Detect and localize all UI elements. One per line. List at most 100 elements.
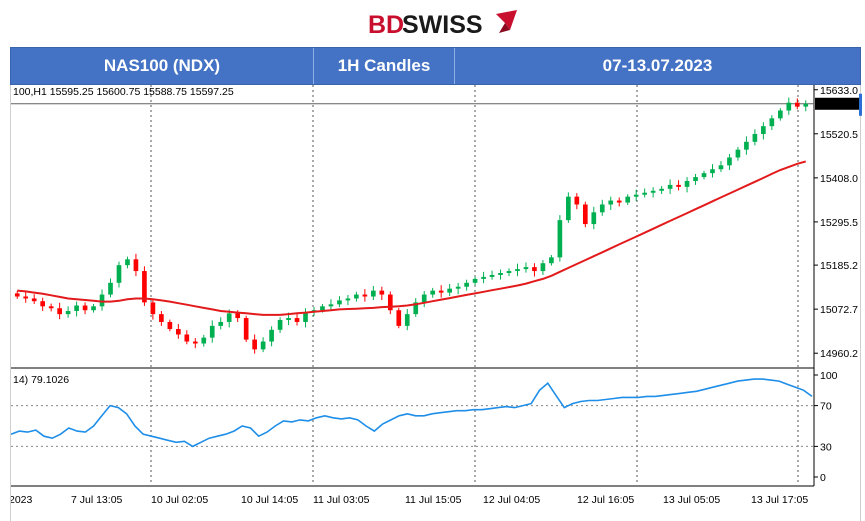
osc-tick-label: 100 <box>820 370 838 382</box>
price-tick-label: 15295.5 <box>820 217 858 229</box>
price-tick-label: 14960.2 <box>820 348 858 360</box>
candle-body <box>362 294 368 297</box>
candle-body <box>337 300 342 305</box>
candle-body <box>421 294 427 303</box>
candle-body <box>269 329 274 342</box>
candle-body <box>176 329 181 335</box>
candle-body <box>464 282 469 287</box>
candle-body <box>540 263 546 272</box>
candle-body <box>481 276 486 279</box>
candle-body <box>404 314 410 326</box>
candle-body <box>566 196 571 221</box>
candle-body <box>226 313 232 322</box>
candle-body <box>201 337 207 344</box>
candle-body <box>184 334 190 342</box>
candle-body <box>438 290 444 293</box>
header-symbol: NAS100 (NDX) <box>11 48 314 84</box>
time-tick-label: 10 Jul 14:05 <box>241 494 298 506</box>
candle-body <box>48 306 54 309</box>
candle-body <box>294 318 300 322</box>
time-tick-label: 12 Jul 16:05 <box>577 494 634 506</box>
candle-body <box>379 290 385 295</box>
price-tick-label: 15408.0 <box>820 173 858 185</box>
last-price-label: 15597.2 <box>818 99 856 111</box>
logo-swiss: SWISS <box>402 11 483 39</box>
logo-bd: BD <box>368 11 404 39</box>
candle-body <box>455 286 461 289</box>
candle-body <box>286 318 291 321</box>
candle-body <box>693 177 698 181</box>
candle-body <box>735 149 741 158</box>
header-timeframe: 1H Candles <box>314 48 455 84</box>
candle-body <box>761 126 766 134</box>
candle-body <box>99 294 105 307</box>
candle-body <box>616 200 622 203</box>
candle-body <box>659 188 664 191</box>
bdswiss-logo: BD SWISS <box>368 6 528 40</box>
price-tick-label: 15520.5 <box>820 129 858 141</box>
moving-average-line <box>17 160 807 316</box>
time-tick-label: 13 Jul 17:05 <box>751 494 808 506</box>
candle-body <box>489 274 495 277</box>
candle-body <box>769 118 775 127</box>
candle-body <box>794 102 800 107</box>
candle-body <box>803 103 809 107</box>
time-tick-label: 7 Jul 13:05 <box>71 494 123 506</box>
candle-body <box>727 157 732 166</box>
candle-body <box>108 282 113 295</box>
candle-body <box>192 341 198 344</box>
header-date-range: 07-13.07.2023 <box>602 56 713 75</box>
candle-body <box>91 306 96 311</box>
candle-body <box>684 180 690 187</box>
candle-body <box>515 269 520 272</box>
candle-body <box>413 302 419 315</box>
oscillator-line <box>11 378 813 448</box>
candle-body <box>14 293 20 297</box>
candle-body <box>608 200 614 205</box>
candle-body <box>133 259 139 272</box>
candle-body <box>532 267 537 272</box>
candle-body <box>167 321 173 330</box>
candle-body <box>260 341 266 350</box>
candle-body <box>74 305 79 311</box>
time-tick-label: 11 Jul 03:05 <box>313 494 370 506</box>
candle-body <box>447 288 452 293</box>
candle-body <box>116 265 122 283</box>
candle-body <box>582 204 588 225</box>
candle-body <box>354 294 359 299</box>
osc-tick-label: 0 <box>820 472 826 484</box>
oscillator-label: 14) 79.1026 <box>13 374 69 386</box>
candle-body <box>125 259 130 266</box>
candle-body <box>472 278 478 283</box>
candle-body <box>574 196 580 205</box>
candle-body <box>82 305 88 311</box>
candle-body <box>31 298 37 302</box>
candle-body <box>718 165 724 170</box>
time-tick-label: 2023 <box>11 494 33 506</box>
candle-body <box>320 306 325 311</box>
candle-body <box>557 220 563 258</box>
candle-body <box>633 194 639 197</box>
chart-header: NAS100 (NDX) 1H Candles 07-13.07.2023 <box>10 47 861 85</box>
price-tick-label: 15633.0 <box>820 85 858 97</box>
candle-body <box>549 257 554 264</box>
time-tick-label: 13 Jul 05:05 <box>663 494 720 506</box>
candle-body <box>303 312 308 322</box>
time-tick-label: 11 Jul 15:05 <box>405 494 462 506</box>
candle-body <box>159 314 164 322</box>
osc-tick-label: 30 <box>820 441 832 453</box>
candle-body <box>752 133 758 142</box>
osc-tick-label: 70 <box>820 401 832 413</box>
candle-body <box>396 310 402 326</box>
candle-body <box>777 110 783 119</box>
logo-arrow-icon <box>496 10 517 30</box>
price-chart: 15633.0 15520.5 15408.0 15295.5 15185.2 15072… <box>11 85 862 506</box>
candle-body <box>710 169 715 174</box>
candle-body <box>277 320 283 330</box>
time-tick-label: 10 Jul 02:05 <box>151 494 208 506</box>
candle-body <box>328 304 334 307</box>
candle-body <box>642 192 647 195</box>
logo-arrow-shadow-icon <box>499 23 510 33</box>
last-price-badge <box>815 97 860 110</box>
candle-body <box>218 321 224 326</box>
